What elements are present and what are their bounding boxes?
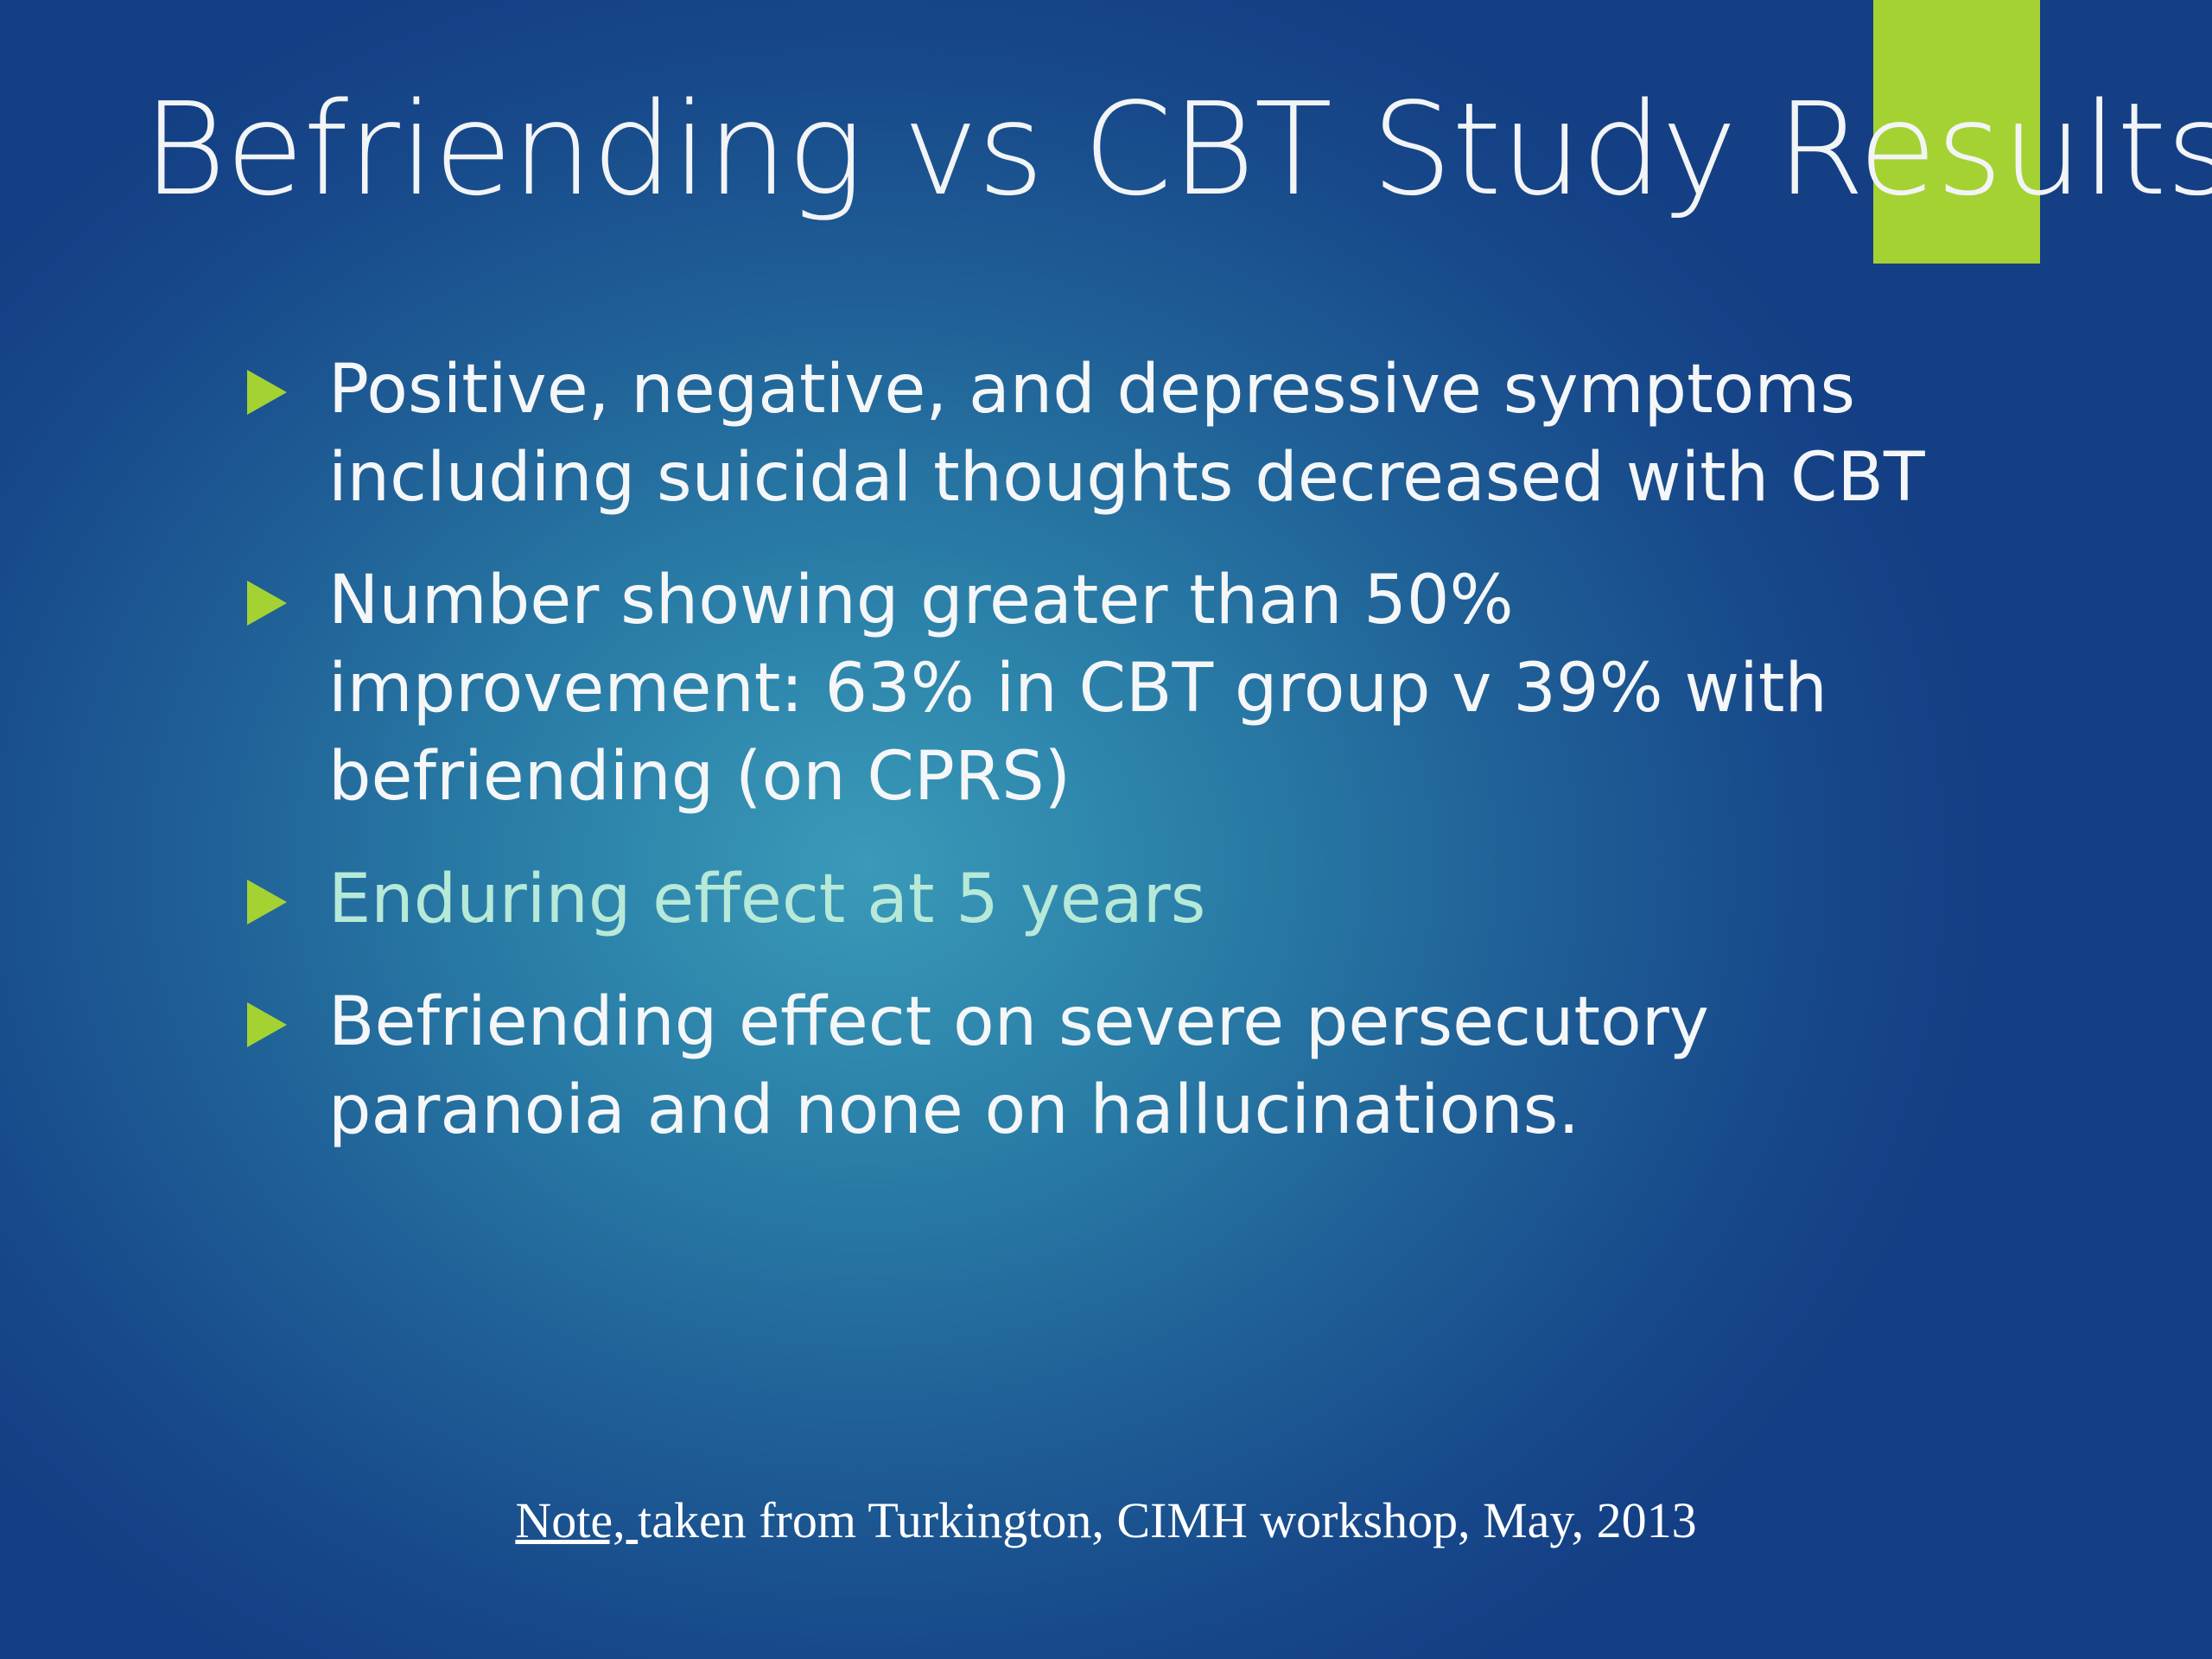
note-label: Note,: [515, 1492, 639, 1548]
bullet-item-highlighted: Enduring effect at 5 years: [242, 855, 1927, 944]
bullet-list: Positive, negative, and depressive sympt…: [242, 346, 1927, 1189]
triangle-right-icon: [247, 370, 287, 415]
bullet-item: Befriending effect on severe persecutory…: [242, 978, 1927, 1154]
source-footnote: Note, taken from Turkington, CIMH worksh…: [0, 1486, 2212, 1555]
triangle-right-icon: [247, 880, 287, 925]
bullet-text: Positive, negative, and depressive sympt…: [328, 351, 1925, 517]
bullet-item: Number showing greater than 50% improvem…: [242, 556, 1927, 821]
bullet-item: Positive, negative, and depressive sympt…: [242, 346, 1927, 522]
bullet-text: Enduring effect at 5 years: [328, 861, 1206, 938]
note-text: taken from Turkington, CIMH workshop, Ma…: [638, 1492, 1697, 1548]
accent-bar: [1873, 0, 2040, 264]
bullet-text: Number showing greater than 50% improvem…: [328, 562, 1827, 816]
triangle-right-icon: [247, 581, 287, 626]
bullet-text: Befriending effect on severe persecutory…: [328, 983, 1709, 1149]
triangle-right-icon: [247, 1002, 287, 1047]
slide-title: Befriending vs CBT Study Results: [143, 75, 2212, 224]
